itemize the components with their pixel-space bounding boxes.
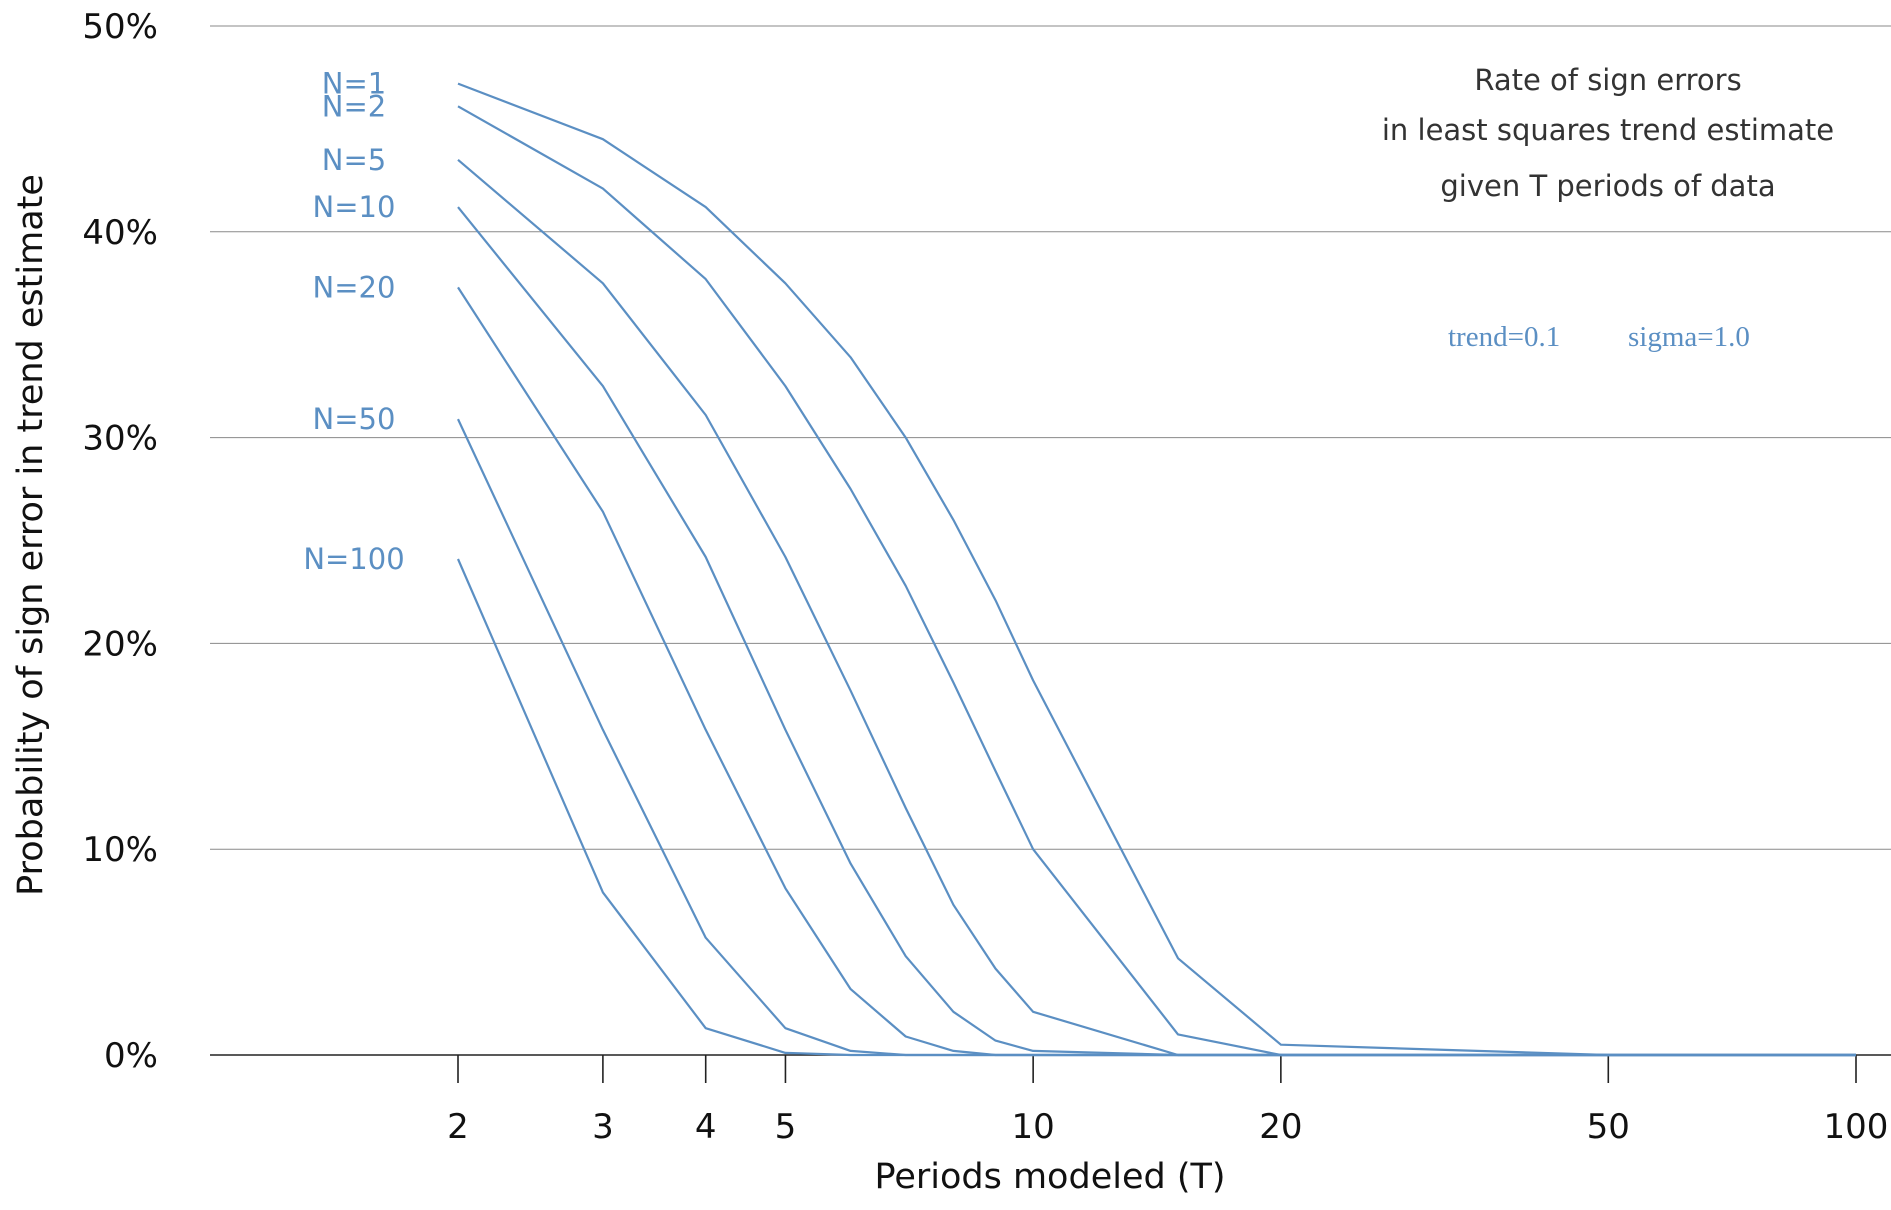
x-tick-label: 100 — [1824, 1107, 1889, 1147]
x-axis — [210, 1054, 1891, 1083]
y-tick-label: 20% — [82, 624, 158, 664]
x-tick-label: 20 — [1259, 1107, 1302, 1147]
series-label: N=100 — [303, 542, 404, 576]
series-line-n1 — [457, 82, 1856, 1057]
series-line-n100 — [456, 558, 1856, 1057]
x-tick-label: 4 — [695, 1107, 717, 1147]
y-tick-label: 30% — [82, 419, 158, 459]
x-tick-label: 50 — [1587, 1107, 1630, 1147]
param-trend: trend=0.1 — [1448, 321, 1560, 353]
param-sigma: sigma=1.0 — [1628, 321, 1750, 353]
series-lines — [456, 82, 1856, 1057]
y-tick-label: 10% — [82, 830, 158, 870]
annotation-line-3: given T periods of data — [1440, 169, 1775, 203]
gridlines — [210, 25, 1891, 850]
x-tick-label: 2 — [447, 1107, 469, 1147]
y-tick-label: 0% — [104, 1036, 158, 1076]
x-tick-label: 3 — [592, 1107, 614, 1147]
series-label: N=1 — [322, 67, 386, 101]
x-tick-labels: 2 3 4 5 10 20 50 100 — [447, 1107, 1888, 1147]
y-tick-labels: 0% 10% 20% 30% 40% 50% — [82, 7, 158, 1076]
series-line-n20 — [457, 286, 1856, 1057]
series-label: N=2 — [322, 89, 386, 123]
y-tick-label: 40% — [82, 213, 158, 253]
annotation-line-2: in least squares trend estimate — [1382, 113, 1834, 147]
x-axis-title: Periods modeled (T) — [874, 1157, 1225, 1197]
annotation-line-1: Rate of sign errors — [1474, 63, 1741, 97]
series-labels: N=1N=2 N=5 N=10 N=20 N=50 N=100 — [303, 67, 404, 576]
x-tick-label: 5 — [775, 1107, 797, 1147]
series-label: N=50 — [313, 402, 396, 436]
y-axis-title: Probability of sign error in trend estim… — [11, 174, 51, 896]
series-line-n50 — [457, 418, 1856, 1057]
y-tick-label: 50% — [82, 7, 158, 47]
series-label: N=5 — [322, 143, 386, 177]
x-tick-label: 10 — [1012, 1107, 1055, 1147]
series-line-n5 — [457, 158, 1856, 1057]
series-label: N=20 — [313, 270, 396, 304]
series-label: N=10 — [313, 190, 396, 224]
series-line-n2 — [457, 105, 1856, 1057]
